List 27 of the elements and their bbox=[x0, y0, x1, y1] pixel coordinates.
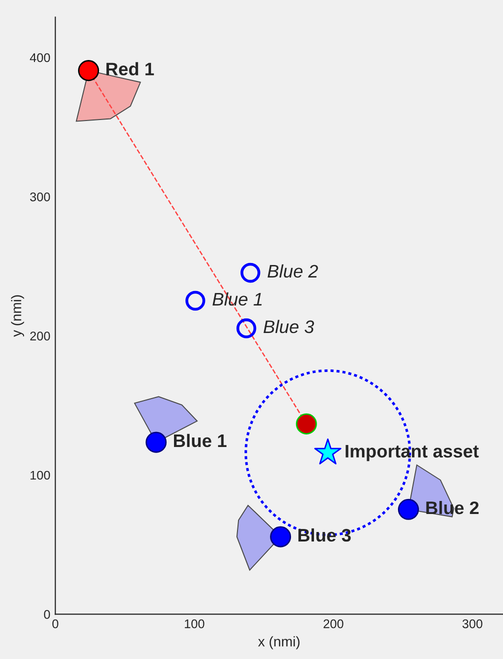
point bbox=[78, 60, 100, 82]
point bbox=[185, 290, 206, 311]
x-tick-label: 100 bbox=[184, 619, 204, 628]
series-label: Blue 1 bbox=[212, 292, 262, 306]
y-tick-label: 200 bbox=[30, 332, 50, 340]
point bbox=[296, 413, 317, 434]
series-label: Blue 3 bbox=[264, 320, 314, 334]
series-label: Blue 1 bbox=[174, 434, 226, 448]
point bbox=[240, 262, 260, 283]
series-label: Important asset bbox=[346, 444, 479, 462]
y-tick-label: 400 bbox=[30, 53, 50, 62]
series-label: Blue 2 bbox=[268, 264, 318, 278]
series-label: Red 1 bbox=[106, 62, 154, 76]
series-label: Blue 3 bbox=[298, 528, 351, 542]
x-tick-label: 0 bbox=[52, 619, 58, 628]
point bbox=[146, 432, 167, 453]
point bbox=[314, 438, 342, 464]
point bbox=[270, 526, 292, 548]
x-axis-title: x (nmi) bbox=[258, 636, 300, 650]
point bbox=[236, 318, 256, 338]
y-tick-label: 300 bbox=[30, 192, 50, 202]
x-tick-label: 200 bbox=[324, 619, 344, 628]
y-tick-label: 100 bbox=[30, 470, 50, 480]
y-tick-label: 0 bbox=[44, 610, 50, 619]
x-tick-label: 300 bbox=[462, 619, 482, 628]
point bbox=[398, 498, 419, 520]
y-axis-title: y (nmi) bbox=[11, 295, 24, 337]
